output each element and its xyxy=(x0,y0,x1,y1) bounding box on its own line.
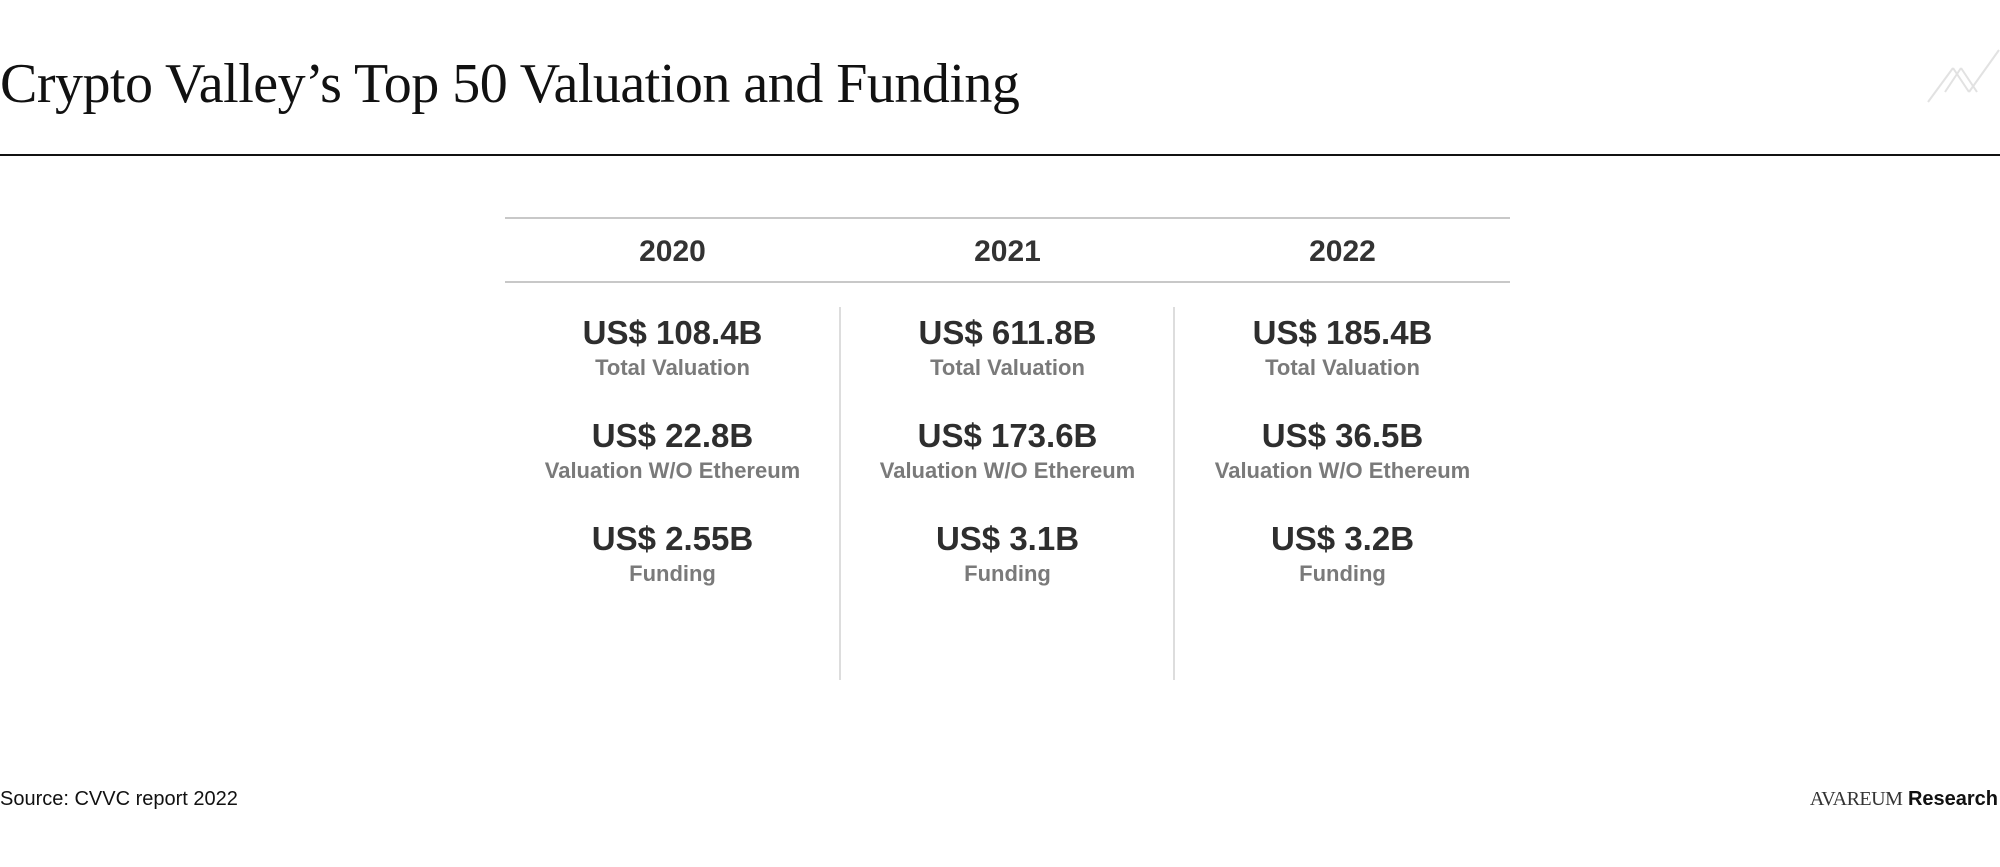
metric-label: Funding xyxy=(629,561,716,586)
metric-label: Valuation W/O Ethereum xyxy=(544,458,801,483)
metric-value: US$ 22.8B xyxy=(591,417,754,454)
metric-cell: US$ 185.4B Total Valuation xyxy=(1175,314,1510,382)
metric-cell: US$ 36.5B Valuation W/O Ethereum xyxy=(1175,417,1510,485)
brand-footer: AVAREUM Research xyxy=(1810,788,1998,811)
metric-label: Valuation W/O Ethereum xyxy=(879,458,1136,483)
table-header-line xyxy=(505,281,1510,283)
metric-label: Total Valuation xyxy=(1265,355,1420,380)
column-divider xyxy=(839,307,841,680)
year-header: 2021 xyxy=(974,235,1041,268)
year-header: 2022 xyxy=(1309,235,1376,268)
metric-label: Total Valuation xyxy=(930,355,1085,380)
brand-suffix: Research xyxy=(1907,788,1998,810)
brand-name: AVAREUM xyxy=(1809,788,1903,810)
table-top-line xyxy=(505,217,1510,219)
metric-value: US$ 108.4B xyxy=(582,314,763,351)
metric-label: Funding xyxy=(964,561,1051,586)
header-divider xyxy=(0,154,2000,156)
metric-cell: US$ 611.8B Total Valuation xyxy=(840,314,1175,382)
metric-value: US$ 185.4B xyxy=(1252,314,1433,351)
metric-value: US$ 3.1B xyxy=(935,520,1080,557)
metric-value: US$ 173.6B xyxy=(917,417,1098,454)
avareum-logo-icon xyxy=(1927,49,2000,103)
metric-label: Funding xyxy=(1299,561,1386,586)
metric-value: US$ 3.2B xyxy=(1270,520,1415,557)
source-note: Source: CVVC report 2022 xyxy=(0,788,238,810)
metric-label: Total Valuation xyxy=(595,355,750,380)
metric-value: US$ 611.8B xyxy=(918,314,1097,351)
metric-value: US$ 2.55B xyxy=(591,520,754,557)
metric-cell: US$ 22.8B Valuation W/O Ethereum xyxy=(505,417,840,485)
metric-cell: US$ 173.6B Valuation W/O Ethereum xyxy=(840,417,1175,485)
metric-cell: US$ 3.1B Funding xyxy=(840,520,1175,588)
column-divider xyxy=(1173,307,1175,680)
page-title: Crypto Valley’s Top 50 Valuation and Fun… xyxy=(0,53,1020,115)
metric-value: US$ 36.5B xyxy=(1261,417,1424,454)
metric-cell: US$ 108.4B Total Valuation xyxy=(505,314,840,382)
metric-cell: US$ 3.2B Funding xyxy=(1175,520,1510,588)
year-header: 2020 xyxy=(639,235,706,268)
metric-label: Valuation W/O Ethereum xyxy=(1214,458,1471,483)
metric-cell: US$ 2.55B Funding xyxy=(505,520,840,588)
